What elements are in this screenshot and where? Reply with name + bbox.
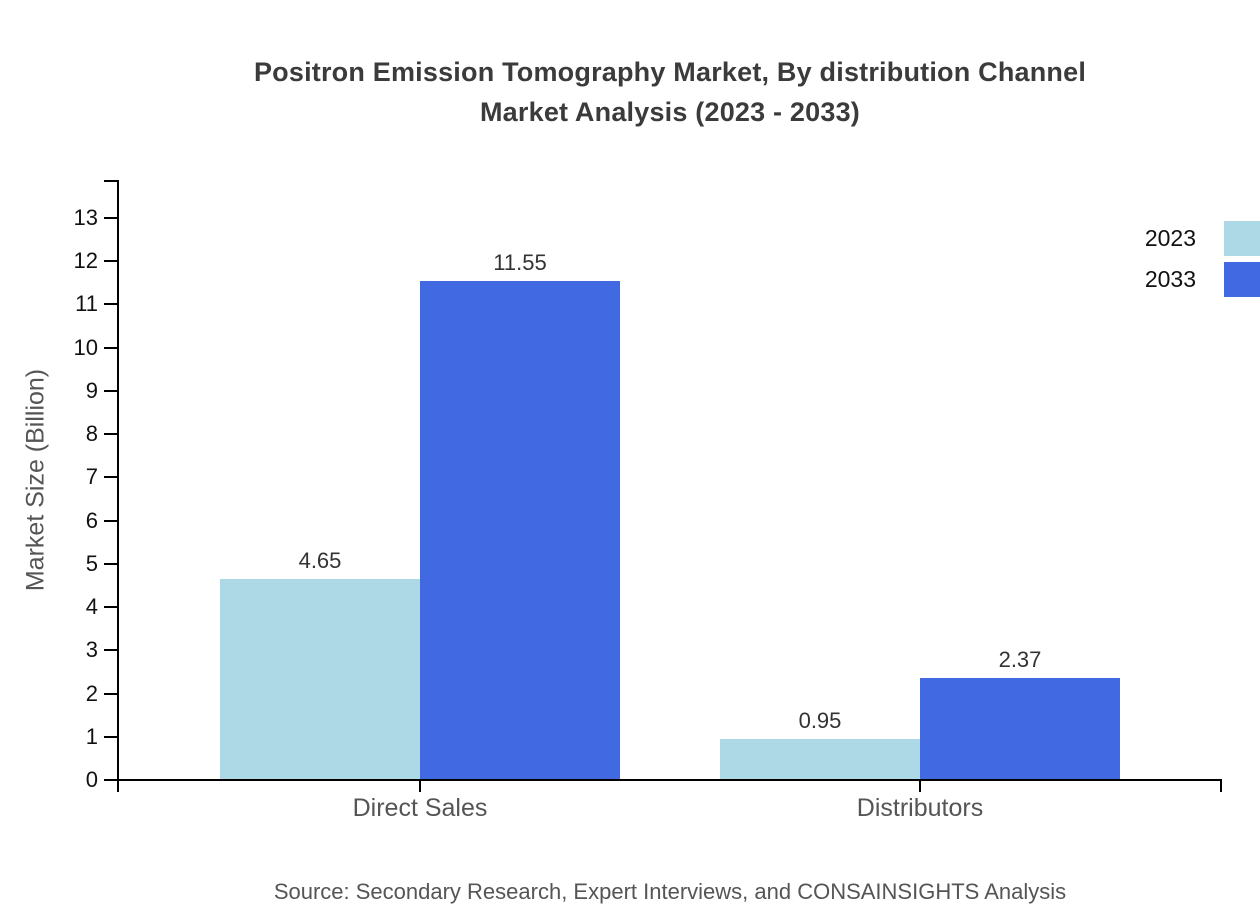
y-tick-label: 10 xyxy=(73,334,98,360)
y-tick xyxy=(104,735,118,738)
y-tick xyxy=(104,260,118,263)
y-tick xyxy=(104,519,118,522)
source-note: Source: Secondary Research, Expert Inter… xyxy=(273,879,1067,904)
y-tick-label: 8 xyxy=(85,421,98,447)
legend-swatch-2033 xyxy=(1224,262,1260,297)
y-tick xyxy=(104,346,118,349)
y-tick-label: 11 xyxy=(75,291,98,317)
category-label-direct-sales: Direct Sales xyxy=(352,794,488,822)
y-tick-label: 2 xyxy=(85,680,98,706)
value-label-2023-distributors: 0.95 xyxy=(798,707,842,733)
y-tick-label: 7 xyxy=(85,464,98,490)
y-tick-label: 0 xyxy=(85,767,98,792)
y-tick-label: 13 xyxy=(73,205,98,230)
bar-2033-direct-sales xyxy=(420,280,620,780)
y-tick xyxy=(104,389,118,392)
y-tick xyxy=(104,476,118,479)
y-tick xyxy=(104,649,118,652)
y-tick-label: 3 xyxy=(85,637,98,663)
chart-title-line1: Positron Emission Tomography Market, By … xyxy=(253,57,1087,87)
y-tick xyxy=(104,692,118,695)
y-tick-label: 6 xyxy=(85,507,98,533)
y-tick-label: 4 xyxy=(85,594,98,620)
legend-label-2023: 2023 xyxy=(1144,225,1196,251)
y-tick xyxy=(104,217,118,219)
legend-label-2033: 2033 xyxy=(1144,266,1196,292)
bar-2023-direct-sales xyxy=(220,578,420,780)
y-axis-line xyxy=(117,180,119,792)
x-tick-distributors xyxy=(919,780,921,792)
y-tick-label: 1 xyxy=(85,723,98,749)
y-tick-label: 12 xyxy=(73,248,98,274)
y-tick xyxy=(104,562,118,565)
y-axis-top-cap xyxy=(104,180,118,182)
y-tick-label: 9 xyxy=(85,377,98,403)
y-tick-label: 5 xyxy=(85,550,98,576)
value-label-2033-direct-sales: 11.55 xyxy=(493,249,547,275)
y-tick xyxy=(104,606,118,609)
y-tick xyxy=(104,303,118,306)
category-label-distributors: Distributors xyxy=(856,794,984,822)
x-tick-direct-sales xyxy=(419,780,421,792)
legend-swatch-2023 xyxy=(1224,221,1260,256)
chart-title: Positron Emission Tomography Market, By … xyxy=(80,52,1260,132)
chart-title-line2: Market Analysis (2023 - 2033) xyxy=(479,97,860,127)
value-label-2033-distributors: 2.37 xyxy=(998,646,1042,672)
x-axis-line xyxy=(104,779,1222,781)
y-tick xyxy=(104,433,118,436)
x-axis-end-cap xyxy=(1220,780,1222,792)
bar-2023-distributors xyxy=(720,738,920,780)
value-label-2023-direct-sales: 4.65 xyxy=(298,547,342,573)
bar-2033-distributors xyxy=(920,677,1120,780)
